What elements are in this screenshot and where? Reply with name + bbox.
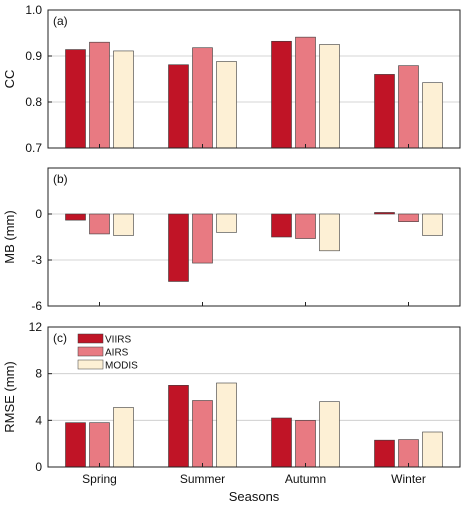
- y-tick-label: 4: [35, 413, 42, 427]
- y-axis-label: RMSE (mm): [2, 361, 17, 433]
- x-tick-label: Summer: [180, 472, 225, 486]
- y-tick-label: -3: [31, 253, 42, 267]
- bar-viirs-autumn: [271, 213, 292, 238]
- legend-label-viirs: VIIRS: [105, 335, 131, 346]
- y-tick-label: 0.8: [25, 95, 42, 109]
- axes-frame: [47, 326, 461, 468]
- bar-viirs-summer: [168, 213, 189, 282]
- y-tick-label: 0: [35, 460, 42, 474]
- bar-airs-summer: [192, 47, 213, 149]
- bar-viirs-winter: [374, 74, 395, 149]
- bar-airs-winter: [398, 213, 419, 222]
- x-tick-label: Winter: [391, 472, 426, 486]
- panel-label: (b): [53, 172, 68, 186]
- bar-viirs-winter: [374, 439, 395, 468]
- panel-label: (c): [53, 331, 67, 345]
- y-tick-label: 0.9: [25, 49, 42, 63]
- y-tick-label: 8: [35, 367, 42, 381]
- bar-airs-autumn: [295, 213, 316, 239]
- bar-viirs-summer: [168, 64, 189, 149]
- bar-modis-autumn: [319, 44, 340, 149]
- bar-modis-autumn: [319, 401, 340, 468]
- y-tick-label: 1.0: [25, 3, 42, 17]
- bar-modis-spring: [113, 213, 134, 236]
- bar-modis-winter: [422, 82, 443, 149]
- bar-modis-summer: [216, 382, 237, 468]
- bar-airs-spring: [89, 422, 110, 468]
- legend-label-airs: AIRS: [105, 348, 129, 359]
- bar-airs-winter: [398, 65, 419, 149]
- bar-viirs-spring: [65, 49, 86, 149]
- x-tick-label: Spring: [82, 472, 117, 486]
- bar-modis-summer: [216, 61, 237, 149]
- bar-modis-autumn: [319, 213, 340, 252]
- y-axis-label: MB (mm): [2, 210, 17, 263]
- bar-viirs-autumn: [271, 417, 292, 468]
- y-tick-label: 0.7: [25, 141, 42, 155]
- y-tick-label: -6: [31, 299, 42, 313]
- bar-viirs-winter: [374, 212, 395, 215]
- bar-airs-winter: [398, 439, 419, 468]
- axes-frame: [47, 167, 461, 307]
- legend-swatch-viirs: [77, 333, 104, 344]
- bar-modis-spring: [113, 407, 134, 468]
- bar-airs-autumn: [295, 36, 316, 149]
- panel-label: (a): [53, 14, 68, 28]
- bar-viirs-spring: [65, 213, 86, 221]
- x-tick-label: Autumn: [285, 472, 326, 486]
- bar-airs-spring: [89, 41, 110, 149]
- bar-viirs-summer: [168, 385, 189, 468]
- bar-modis-winter: [422, 431, 443, 468]
- bar-modis-summer: [216, 213, 237, 233]
- bar-airs-summer: [192, 400, 213, 468]
- y-axis-label: CC: [2, 70, 17, 89]
- y-tick-label: 12: [29, 320, 43, 334]
- bar-airs-autumn: [295, 420, 316, 468]
- legend-label-modis: MODIS: [105, 361, 138, 372]
- bar-airs-spring: [89, 213, 110, 235]
- bar-viirs-autumn: [271, 40, 292, 149]
- bar-viirs-spring: [65, 422, 86, 468]
- legend-swatch-modis: [77, 359, 104, 370]
- bar-modis-spring: [113, 50, 134, 149]
- y-tick-label: 0: [35, 207, 42, 221]
- bar-airs-summer: [192, 213, 213, 264]
- legend-swatch-airs: [77, 346, 104, 357]
- axes-frame: [47, 9, 461, 149]
- bar-modis-winter: [422, 213, 443, 236]
- x-axis-label: Seasons: [229, 489, 280, 504]
